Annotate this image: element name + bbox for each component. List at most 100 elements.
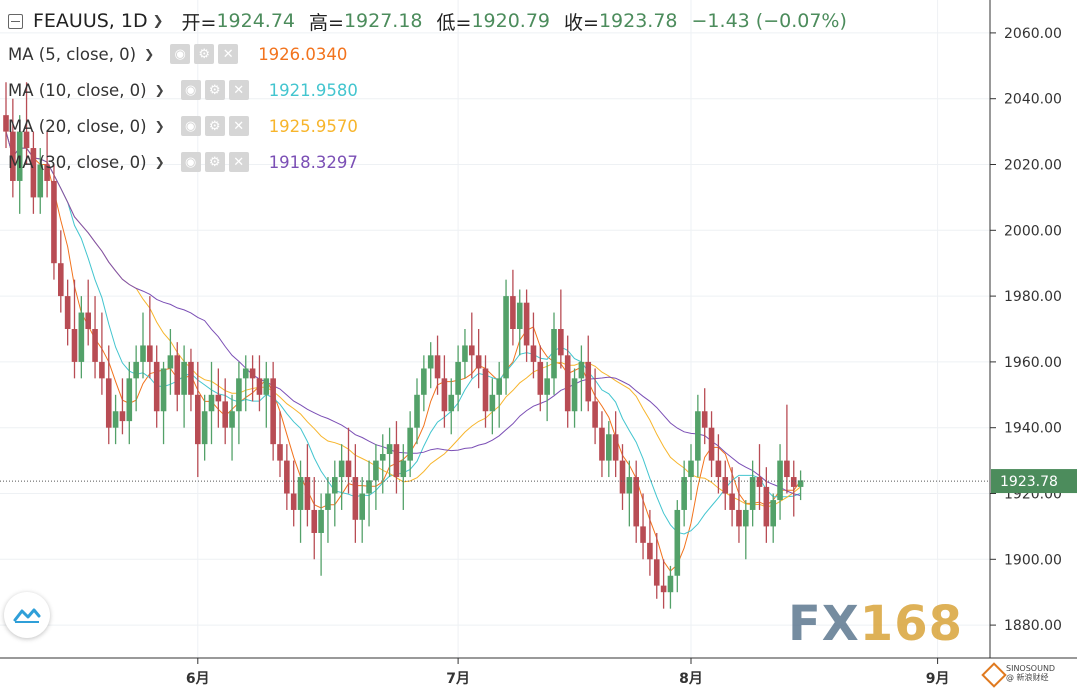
candle-body [16, 131, 23, 181]
gear-icon[interactable]: ⚙ [204, 152, 225, 172]
candle [777, 444, 783, 520]
candle-body [44, 164, 50, 181]
candle [236, 361, 242, 445]
x-tick-label: 9月 [926, 671, 950, 687]
candle [544, 361, 550, 422]
price-tag-background [991, 469, 1077, 494]
indicator-label[interactable]: MA (5, close, 0) [8, 44, 137, 64]
close-icon[interactable]: ✕ [228, 80, 249, 100]
candle [215, 368, 222, 428]
chart-legend: FEAUUS, 1D ❯ 开= 1924.74 高= 1927.18 低= 1920.… [8, 6, 847, 180]
candle-body [236, 378, 242, 412]
candle-body [99, 361, 105, 379]
candle-body [496, 378, 502, 395]
candle [256, 355, 263, 412]
chevron-down-icon[interactable]: ❯ [144, 47, 155, 61]
gear-icon[interactable]: ⚙ [194, 44, 215, 64]
candle [153, 345, 160, 428]
visibility-icon[interactable]: ◉ [180, 80, 201, 100]
candle [448, 378, 455, 435]
candle-body [653, 559, 660, 586]
candle-body [133, 361, 139, 379]
candle-body [51, 180, 57, 264]
x-tick-label: 8月 [679, 671, 703, 687]
candle-body [510, 296, 516, 329]
gear-icon[interactable]: ⚙ [204, 116, 225, 136]
candle-body [181, 361, 187, 395]
candle-body [30, 148, 37, 198]
candle [626, 460, 633, 527]
candle [701, 388, 708, 445]
candle-body [749, 477, 756, 510]
candle-body [482, 368, 489, 412]
candle [633, 460, 639, 543]
visibility-icon[interactable]: ◉ [170, 44, 191, 64]
candle-body [126, 378, 133, 422]
candle-body [558, 329, 564, 356]
candle [503, 279, 509, 395]
candle-body [537, 361, 544, 395]
close-icon[interactable]: ✕ [228, 152, 249, 172]
visibility-icon[interactable]: ◉ [180, 152, 201, 172]
candle [469, 312, 475, 379]
chevron-down-icon[interactable]: ❯ [154, 155, 165, 169]
indicator-row-ma10: MA (10, close, 0) ❯ ◉ ⚙ ✕ 1921.9580 [8, 72, 847, 108]
candle-body [571, 378, 578, 412]
candle [681, 460, 687, 527]
candle-body [784, 460, 790, 478]
candle-body [215, 394, 222, 402]
candle [37, 148, 44, 214]
gear-icon[interactable]: ⚙ [204, 80, 225, 100]
candle-body [147, 345, 153, 362]
candle-body [160, 368, 167, 412]
candle-body [448, 394, 455, 412]
candle-body [790, 477, 797, 487]
symbol-label[interactable]: FEAUUS, 1D [33, 10, 148, 32]
candle [85, 279, 91, 346]
visibility-icon[interactable]: ◉ [180, 116, 201, 136]
candle-body [208, 394, 215, 412]
candle-body [297, 477, 304, 510]
candle-body [195, 394, 201, 445]
candle [359, 477, 365, 543]
chevron-down-icon[interactable]: ❯ [154, 83, 165, 97]
candle-body [256, 378, 263, 395]
candle [756, 444, 763, 510]
chevron-down-icon[interactable]: ❯ [152, 13, 164, 29]
candle-body [386, 444, 393, 455]
tradingview-logo-badge[interactable] [4, 592, 50, 638]
candle-body [523, 302, 530, 346]
close-icon[interactable]: ✕ [218, 44, 239, 64]
candle-body [681, 477, 687, 510]
indicator-label[interactable]: MA (20, close, 0) [8, 116, 147, 136]
candle [489, 378, 496, 435]
candle-body [695, 411, 701, 461]
chevron-down-icon[interactable]: ❯ [154, 119, 165, 133]
close-icon[interactable]: ✕ [228, 116, 249, 136]
candle [564, 335, 571, 428]
candle-body [708, 427, 715, 461]
y-tick-label: 2020.00 [1004, 158, 1062, 174]
candle [318, 493, 324, 576]
y-tick-label: 1960.00 [1004, 355, 1062, 371]
collapse-icon[interactable] [8, 13, 23, 29]
candle [242, 355, 249, 412]
candle [30, 131, 37, 214]
candle [660, 559, 667, 609]
indicator-label[interactable]: MA (30, close, 0) [8, 152, 147, 172]
candle [530, 312, 537, 379]
chart-axes [0, 0, 1077, 659]
indicator-row-ma30: MA (30, close, 0) ❯ ◉ ⚙ ✕ 1918.3297 [8, 144, 847, 180]
candle-body [311, 509, 318, 533]
candle-body [599, 427, 605, 461]
candle [537, 345, 544, 412]
candle [51, 164, 57, 280]
indicator-label[interactable]: MA (10, close, 0) [8, 80, 147, 100]
candle-body [92, 329, 98, 362]
candle-body [489, 394, 496, 412]
candle [606, 421, 612, 478]
candle-body [743, 509, 749, 527]
candle-body [441, 378, 448, 412]
candle-body [85, 312, 91, 329]
